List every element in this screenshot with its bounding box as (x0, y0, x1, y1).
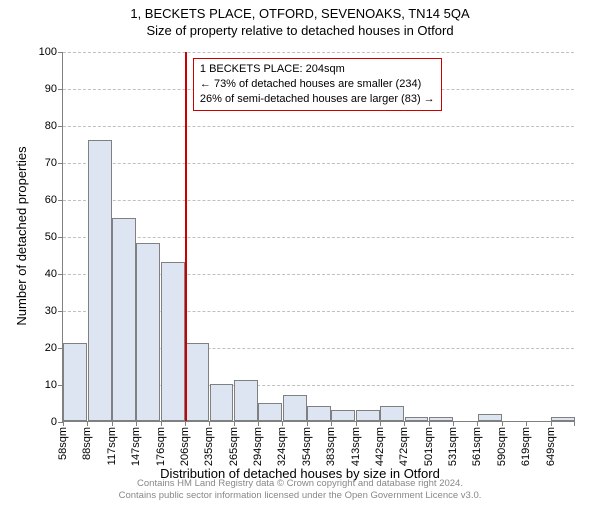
y-tick-mark (58, 126, 63, 127)
x-tick-label: 383sqm (325, 427, 337, 466)
chart-area: 010203040506070809010058sqm88sqm117sqm14… (62, 52, 574, 422)
y-tick-label: 10 (45, 379, 57, 391)
histogram-bar (307, 406, 331, 421)
chart-title-desc: Size of property relative to detached ho… (0, 23, 600, 38)
y-tick-label: 50 (45, 231, 57, 243)
x-tick-mark (282, 421, 283, 426)
histogram-bar (63, 343, 87, 421)
footer-line1: Contains HM Land Registry data © Crown c… (0, 478, 600, 490)
histogram-bar (161, 262, 185, 421)
chart-title-address: 1, BECKETS PLACE, OTFORD, SEVENOAKS, TN1… (0, 6, 600, 21)
x-tick-label: 649sqm (545, 427, 557, 466)
histogram-bar (88, 140, 112, 421)
x-tick-mark (234, 421, 235, 426)
x-tick-label: 294sqm (252, 427, 264, 466)
y-tick-mark (58, 237, 63, 238)
y-tick-label: 60 (45, 194, 57, 206)
x-tick-mark (502, 421, 503, 426)
y-tick-label: 80 (45, 120, 57, 132)
histogram-bar (112, 218, 136, 422)
x-tick-mark (209, 421, 210, 426)
gridline (63, 237, 574, 238)
histogram-bar (210, 384, 234, 421)
x-tick-label: 147sqm (130, 427, 142, 466)
annotation-box: 1 BECKETS PLACE: 204sqm← 73% of detached… (193, 58, 442, 111)
x-tick-label: 472sqm (398, 427, 410, 466)
x-tick-label: 590sqm (496, 427, 508, 466)
x-tick-label: 265sqm (228, 427, 240, 466)
histogram-bar (283, 395, 307, 421)
x-tick-label: 619sqm (520, 427, 532, 466)
annotation-line1: 1 BECKETS PLACE: 204sqm (200, 62, 435, 77)
x-tick-label: 176sqm (155, 427, 167, 466)
x-tick-mark (63, 421, 64, 426)
y-tick-label: 20 (45, 342, 57, 354)
x-tick-mark (307, 421, 308, 426)
y-tick-mark (58, 89, 63, 90)
y-tick-mark (58, 163, 63, 164)
y-tick-label: 40 (45, 268, 57, 280)
plot-area: 010203040506070809010058sqm88sqm117sqm14… (62, 52, 574, 422)
y-tick-mark (58, 200, 63, 201)
x-tick-label: 117sqm (106, 427, 118, 465)
x-tick-mark (477, 421, 478, 426)
histogram-bar (258, 403, 282, 422)
x-tick-mark (526, 421, 527, 426)
histogram-bar (331, 410, 355, 421)
y-tick-mark (58, 311, 63, 312)
histogram-bar (234, 380, 258, 421)
y-tick-label: 30 (45, 305, 57, 317)
histogram-bar (356, 410, 380, 421)
y-tick-mark (58, 52, 63, 53)
x-tick-label: 235sqm (203, 427, 215, 466)
x-tick-mark (87, 421, 88, 426)
y-tick-label: 70 (45, 157, 57, 169)
y-tick-label: 100 (39, 46, 57, 58)
x-tick-mark (429, 421, 430, 426)
histogram-bar (478, 414, 502, 421)
x-tick-label: 354sqm (301, 427, 313, 466)
annotation-line2: ← 73% of detached houses are smaller (23… (200, 77, 435, 92)
x-tick-mark (404, 421, 405, 426)
x-tick-mark (356, 421, 357, 426)
x-tick-label: 561sqm (471, 427, 483, 466)
x-tick-mark (453, 421, 454, 426)
x-tick-label: 413sqm (350, 427, 362, 466)
x-tick-mark (551, 421, 552, 426)
histogram-bar (185, 343, 209, 421)
x-tick-mark (161, 421, 162, 426)
x-tick-label: 88sqm (81, 427, 93, 460)
gridline (63, 200, 574, 201)
x-tick-mark (258, 421, 259, 426)
histogram-bar (136, 243, 160, 421)
x-tick-label: 531sqm (447, 427, 459, 466)
footer-line2: Contains public sector information licen… (0, 490, 600, 502)
histogram-bar (380, 406, 404, 421)
y-axis-label: Number of detached properties (14, 146, 29, 325)
annotation-line3: 26% of semi-detached houses are larger (… (200, 92, 435, 107)
y-tick-mark (58, 274, 63, 275)
gridline (63, 52, 574, 53)
y-tick-label: 90 (45, 83, 57, 95)
x-tick-label: 206sqm (179, 427, 191, 466)
x-tick-mark (136, 421, 137, 426)
x-tick-mark (331, 421, 332, 426)
histogram-bar (405, 417, 429, 421)
x-tick-label: 501sqm (423, 427, 435, 466)
histogram-bar (551, 417, 575, 421)
x-tick-mark (574, 421, 575, 426)
x-tick-mark (185, 421, 186, 426)
x-tick-label: 324sqm (276, 427, 288, 466)
gridline (63, 163, 574, 164)
x-tick-mark (112, 421, 113, 426)
histogram-bar (429, 417, 453, 421)
footer-attribution: Contains HM Land Registry data © Crown c… (0, 478, 600, 502)
x-tick-label: 442sqm (374, 427, 386, 466)
x-tick-label: 58sqm (57, 427, 69, 460)
x-tick-mark (380, 421, 381, 426)
gridline (63, 126, 574, 127)
property-marker-line (185, 52, 187, 421)
